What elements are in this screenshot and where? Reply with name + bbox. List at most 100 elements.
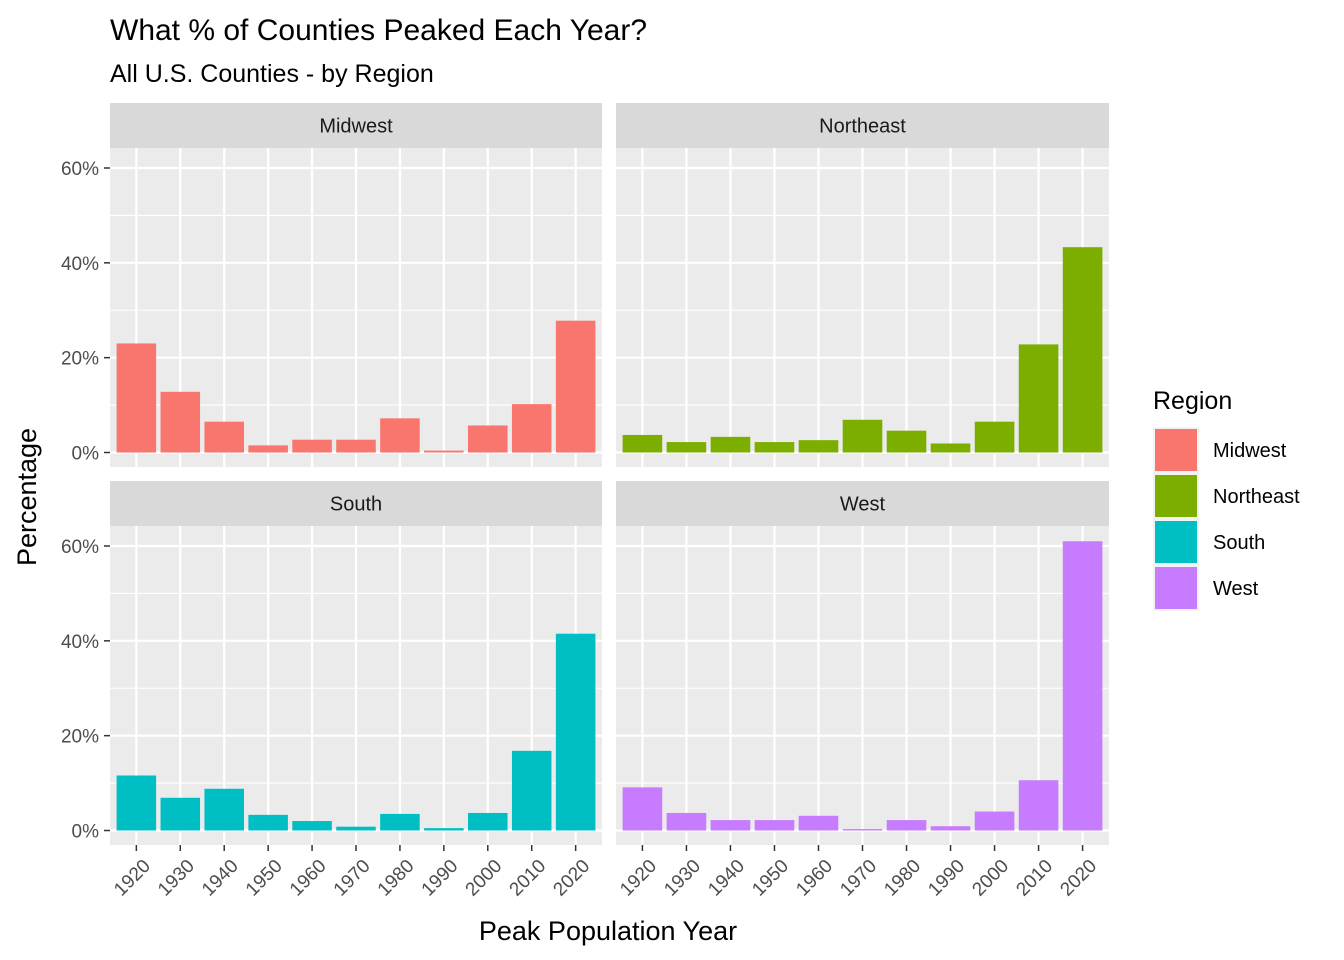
y-tick-label: 60%	[61, 537, 99, 558]
x-tick-label: 1960	[792, 856, 837, 901]
facet-panels: Midwest 0% 20% 40% 60% Northeast South 0% 20% 40%…	[61, 103, 1109, 900]
bar-1930	[160, 391, 201, 453]
legend-key-northeast	[1155, 475, 1197, 517]
bar-1980	[886, 820, 927, 831]
x-tick-label: 2010	[1012, 856, 1057, 901]
bar-2020	[1062, 247, 1103, 453]
x-tick-label: 2020	[549, 856, 594, 901]
facet-strip-label: West	[840, 494, 886, 516]
x-tick-label: 1990	[924, 856, 969, 901]
bar-1960	[292, 821, 332, 831]
y-tick-label: 20%	[61, 727, 99, 748]
x-axis-label: Peak Population Year	[479, 916, 737, 946]
bar-1920	[116, 775, 157, 831]
bar-1960	[292, 439, 332, 453]
bar-1980	[886, 430, 927, 453]
legend-label-midwest: Midwest	[1213, 440, 1287, 462]
bar-1940	[710, 436, 751, 453]
facet-strip	[110, 481, 602, 526]
x-tick-label: 1920	[110, 856, 155, 901]
bar-2010	[511, 404, 552, 453]
x-tick-label: 1970	[330, 856, 375, 901]
y-axis-label: Percentage	[12, 428, 42, 566]
bar-2020	[555, 320, 596, 453]
bar-1990	[930, 826, 971, 831]
bar-1990	[424, 450, 464, 453]
x-tick-label: 1940	[198, 856, 243, 901]
bar-2010	[511, 750, 552, 831]
bar-1940	[204, 421, 244, 453]
x-tick-label: 2000	[968, 856, 1013, 901]
bar-1930	[666, 442, 707, 453]
y-tick-label: 20%	[61, 349, 99, 370]
legend-key-west	[1155, 567, 1197, 609]
bar-2000	[974, 811, 1015, 831]
bar-2000	[974, 421, 1015, 453]
x-tick-label: 1930	[154, 856, 199, 901]
bar-1970	[842, 829, 883, 831]
x-tick-label: 1940	[704, 856, 749, 901]
bar-1950	[754, 442, 795, 453]
x-tick-label: 1950	[748, 856, 793, 901]
bar-2020	[1062, 541, 1103, 831]
legend-label-south: South	[1213, 532, 1265, 554]
bar-1930	[160, 797, 201, 831]
facet-strip	[616, 481, 1109, 526]
bar-1950	[754, 820, 795, 831]
bar-1950	[248, 814, 288, 831]
bar-1920	[116, 343, 157, 453]
bar-1920	[622, 434, 663, 453]
bar-2000	[468, 425, 508, 453]
bar-1970	[336, 826, 376, 831]
bar-1990	[424, 828, 464, 831]
bar-2020	[555, 633, 596, 831]
y-tick-label: 0%	[72, 444, 100, 465]
facet-strip-label: South	[330, 494, 382, 516]
x-tick-label: 1920	[616, 856, 661, 901]
legend-title: Region	[1153, 387, 1232, 415]
bar-2000	[468, 812, 508, 831]
x-tick-label: 1990	[418, 856, 463, 901]
y-tick-label: 60%	[61, 159, 99, 180]
facet-midwest: Midwest 0% 20% 40% 60%	[61, 103, 602, 467]
facet-strip	[110, 103, 602, 148]
bar-1960	[798, 815, 839, 831]
x-tick-label: 2020	[1056, 856, 1101, 901]
bar-1990	[930, 443, 971, 453]
bar-1930	[666, 812, 707, 831]
chart-subtitle: All U.S. Counties - by Region	[110, 60, 434, 88]
bar-2010	[1018, 780, 1059, 831]
bar-1940	[204, 788, 244, 831]
bar-1960	[798, 440, 839, 453]
x-tick-label: 1980	[880, 856, 925, 901]
x-tick-label: 1950	[242, 856, 287, 901]
bar-1950	[248, 445, 288, 453]
legend-label-west: West	[1213, 578, 1259, 600]
y-tick-label: 40%	[61, 632, 99, 653]
facet-strip-label: Midwest	[319, 116, 393, 138]
x-tick-label: 1930	[660, 856, 705, 901]
bar-1940	[710, 820, 751, 831]
x-tick-label: 2010	[506, 856, 551, 901]
bar-2010	[1018, 344, 1059, 453]
facet-strip	[616, 103, 1109, 148]
legend-key-midwest	[1155, 429, 1197, 471]
legend-label-northeast: Northeast	[1213, 486, 1300, 508]
bar-1970	[842, 419, 883, 453]
bar-1980	[380, 813, 420, 831]
chart-title: What % of Counties Peaked Each Year?	[110, 14, 647, 47]
legend-key-south	[1155, 521, 1197, 563]
y-tick-label: 0%	[72, 822, 100, 843]
y-tick-label: 40%	[61, 254, 99, 275]
x-tick-label: 1970	[836, 856, 881, 901]
facet-south: South 0% 20% 40% 60% 1920 1930 1940 1950 1960 1970…	[61, 481, 602, 900]
x-tick-label: 2000	[462, 856, 507, 901]
x-tick-label: 1980	[374, 856, 419, 901]
bar-1920	[622, 787, 663, 831]
facet-strip-label: Northeast	[819, 116, 906, 138]
x-tick-label: 1960	[286, 856, 331, 901]
facet-west: West 1920 1930 1940 1950 1960 1970 1980 1990 2000…	[616, 481, 1109, 900]
bar-1970	[336, 439, 376, 453]
bar-1980	[380, 418, 420, 453]
